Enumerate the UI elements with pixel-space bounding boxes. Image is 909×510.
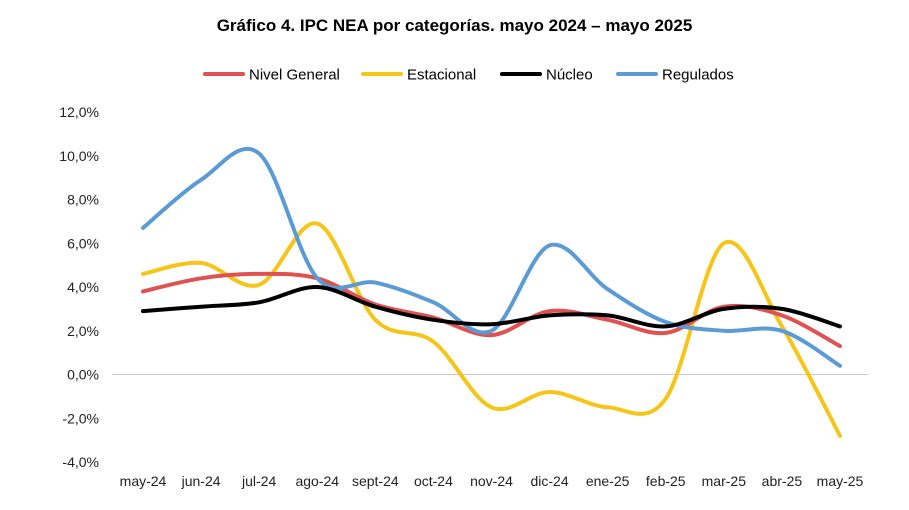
- x-tick-label: nov-24: [470, 473, 513, 489]
- x-tick-label: ene-25: [586, 473, 630, 489]
- y-tick-label: 6,0%: [67, 235, 99, 251]
- x-tick-label: abr-25: [762, 473, 803, 489]
- x-tick-label: sept-24: [352, 473, 399, 489]
- series-line-nivel-general: [141, 271, 842, 349]
- x-tick-label: jun-24: [181, 473, 221, 489]
- x-tick-label: may-25: [817, 473, 864, 489]
- y-tick-label: 12,0%: [59, 104, 99, 120]
- series-line-nucleo: [141, 284, 842, 329]
- legend-label-nivel-general: Nivel General: [249, 67, 340, 84]
- x-tick-label: feb-25: [646, 473, 686, 489]
- y-tick-label: 0,0%: [67, 367, 99, 383]
- y-tick-label: 2,0%: [67, 323, 99, 339]
- y-tick-label: -2,0%: [62, 410, 99, 426]
- legend-label-estacional: Estacional: [407, 67, 476, 84]
- x-tick-label: mar-25: [702, 473, 747, 489]
- legend-label-regulados: Regulados: [662, 67, 734, 84]
- x-tick-label: ago-24: [295, 473, 339, 489]
- y-tick-label: 10,0%: [59, 148, 99, 164]
- y-tick-label: 8,0%: [67, 192, 99, 208]
- legend-label-nucleo: Núcleo: [546, 67, 593, 84]
- series-line-regulados: [141, 146, 842, 368]
- y-tick-label: 4,0%: [67, 279, 99, 295]
- x-tick-label: jul-24: [241, 473, 276, 489]
- x-tick-label: oct-24: [414, 473, 453, 489]
- x-tick-label: may-24: [120, 473, 167, 489]
- x-tick-label: dic-24: [531, 473, 569, 489]
- chart-title: Gráfico 4. IPC NEA por categorías. mayo …: [216, 16, 693, 35]
- y-tick-label: -4,0%: [62, 454, 99, 470]
